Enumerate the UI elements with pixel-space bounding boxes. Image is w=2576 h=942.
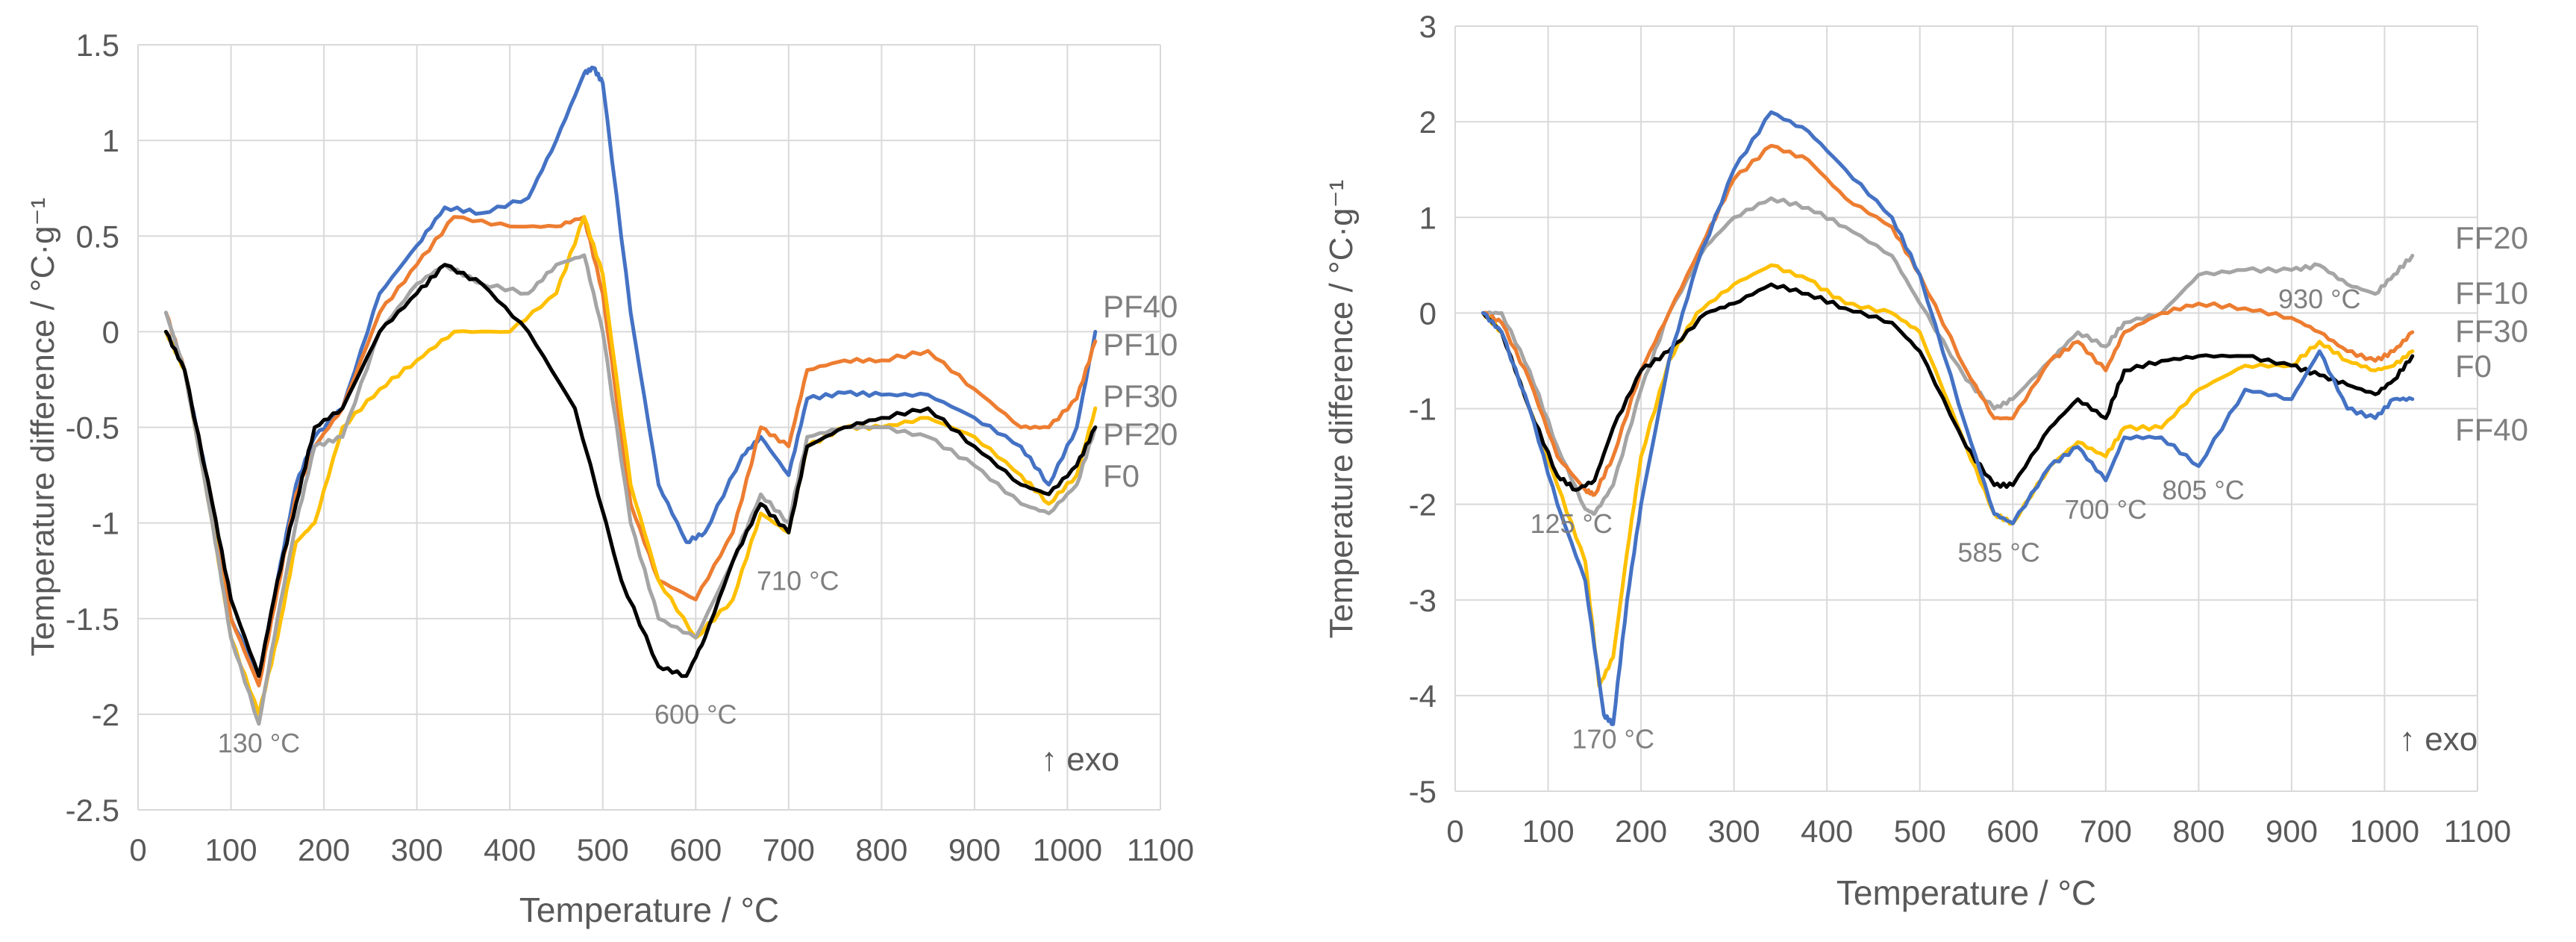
series-line-f0 — [1481, 282, 2415, 492]
x-tick-label: 400 — [1801, 814, 1853, 849]
legend-label-ff20: FF20 — [2455, 220, 2528, 255]
x-tick-label: 600 — [669, 832, 722, 867]
peak-annotation: 585 °C — [1957, 537, 2039, 568]
y-tick-label: -2 — [1409, 487, 1437, 523]
y-tick-label: 0 — [1419, 296, 1437, 331]
series-line-ff10 — [1481, 143, 2415, 497]
exo-label: ↑ exo — [1041, 741, 1119, 778]
legend-label-pf30: PF30 — [1103, 378, 1178, 414]
series-line-f0 — [163, 263, 1098, 679]
series-line-ff20 — [1481, 196, 2415, 516]
x-tick-label: 100 — [1522, 814, 1575, 849]
exo-label: ↑ exo — [2399, 721, 2477, 758]
peak-annotation: 700 °C — [2065, 494, 2147, 525]
x-tick-label: 400 — [484, 832, 536, 867]
y-tick-labels: -5 -4 -3 -2 -1 0 1 2 3 — [1409, 9, 1437, 809]
x-tick-label: 500 — [1894, 814, 1946, 849]
x-tick-labels: 0 100 200 300 400 500 600 700 800 900 1000 1100 — [1446, 814, 2511, 849]
x-tick-label: 800 — [2172, 814, 2225, 849]
series-line-pf40 — [163, 65, 1098, 679]
y-tick-label: -2 — [92, 697, 119, 732]
x-tick-label: 200 — [298, 832, 350, 867]
chart-left: -2.5 -2 -1.5 -1 -0.5 0 0.5 1 1.5 0 100 200 300 400 50… — [25, 28, 1194, 929]
y-tick-label: 0 — [102, 314, 119, 349]
y-tick-label: -2.5 — [66, 793, 119, 828]
peak-annotation: 930 °C — [2278, 284, 2360, 314]
legend-label-f0: F0 — [2455, 349, 2492, 384]
y-axis-label: Temperature difference / °C·g⁻¹ — [1323, 180, 1360, 639]
legend-label-pf10: PF10 — [1103, 327, 1178, 362]
grid — [137, 44, 1161, 811]
x-tick-label: 1100 — [2444, 814, 2511, 849]
y-axis-label: Temperature difference / °C·g⁻¹ — [25, 198, 61, 657]
x-tick-label: 300 — [1708, 814, 1760, 849]
legend-label-ff10: FF10 — [2455, 275, 2528, 311]
x-axis-label: Temperature / °C — [519, 890, 779, 929]
x-tick-label: 900 — [2266, 814, 2318, 849]
peak-annotation: 130 °C — [218, 728, 300, 758]
chart-right: -5 -4 -3 -2 -1 0 1 2 3 0 100 200 300 400 500 600 700 800… — [1323, 9, 2528, 912]
y-tick-label: -5 — [1409, 774, 1437, 809]
series-line-pf20 — [163, 253, 1098, 726]
x-tick-labels: 0 100 200 300 400 500 600 700 800 900 1000 1100 — [129, 832, 1194, 867]
x-tick-label: 700 — [2080, 814, 2132, 849]
series-lines — [1481, 110, 2415, 726]
y-tick-label: -3 — [1409, 583, 1437, 618]
x-tick-label: 800 — [855, 832, 907, 867]
series-line-ff40 — [1481, 110, 2415, 726]
x-tick-label: 500 — [577, 832, 629, 867]
x-tick-label: 0 — [1446, 814, 1463, 849]
peak-annotation: 805 °C — [2162, 475, 2244, 505]
legend-label-pf40: PF40 — [1103, 289, 1178, 324]
x-tick-label: 1000 — [1033, 832, 1102, 867]
y-tick-label: 3 — [1419, 9, 1437, 44]
series-lines — [163, 65, 1098, 726]
y-tick-label: -1.5 — [66, 602, 119, 637]
y-tick-label: -0.5 — [66, 411, 119, 446]
legend-label-pf20: PF20 — [1103, 417, 1178, 452]
y-tick-label: -4 — [1409, 679, 1437, 714]
x-tick-label: 1100 — [1127, 832, 1194, 867]
y-tick-label: -1 — [1409, 392, 1437, 427]
x-tick-label: 300 — [391, 832, 443, 867]
x-tick-label: 0 — [129, 832, 146, 867]
y-tick-label: 1.5 — [76, 28, 119, 63]
annotations: 125 °C 170 °C 585 °C 700 °C 805 °C 930 °C — [1530, 284, 2360, 754]
series-line-pf30 — [163, 215, 1098, 717]
x-tick-label: 1000 — [2350, 814, 2419, 849]
peak-annotation: 600 °C — [654, 699, 737, 730]
x-tick-label: 600 — [1986, 814, 2039, 849]
peak-annotation: 170 °C — [1572, 723, 1654, 754]
peak-annotation: 710 °C — [757, 565, 839, 596]
legend-label-f0: F0 — [1103, 458, 1139, 493]
y-tick-label: 0.5 — [76, 219, 119, 254]
y-tick-label: 2 — [1419, 105, 1437, 140]
x-axis-label: Temperature / °C — [1836, 873, 2096, 912]
y-tick-label: 1 — [102, 123, 119, 158]
x-tick-label: 100 — [205, 832, 257, 867]
legend-label-ff30: FF30 — [2455, 314, 2528, 349]
annotations: 130 °C 600 °C 710 °C — [218, 565, 840, 758]
y-tick-label: -1 — [92, 506, 119, 541]
peak-annotation: 125 °C — [1530, 508, 1612, 539]
x-tick-label: 700 — [763, 832, 815, 867]
x-tick-label: 200 — [1615, 814, 1667, 849]
x-tick-label: 900 — [948, 832, 1001, 867]
y-tick-label: 1 — [1419, 200, 1437, 235]
legend-label-ff40: FF40 — [2455, 412, 2528, 447]
y-tick-labels: -2.5 -2 -1.5 -1 -0.5 0 0.5 1 1.5 — [66, 28, 119, 828]
